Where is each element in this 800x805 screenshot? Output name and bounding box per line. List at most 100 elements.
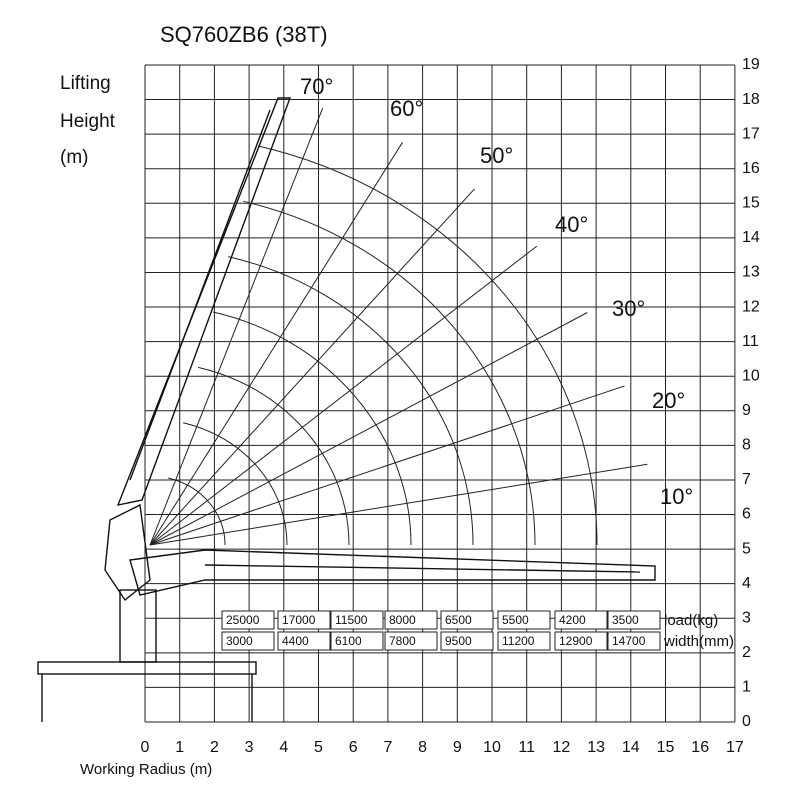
crane-base	[37, 661, 257, 675]
y-tick-label: 14	[742, 229, 760, 246]
y-tick-label: 0	[742, 713, 751, 730]
table-value: 4400	[282, 634, 309, 648]
x-tick-label: 13	[587, 739, 605, 756]
y-tick-label: 11	[742, 333, 759, 350]
x-tick-label: 15	[657, 739, 675, 756]
y-axis-label: (m)	[60, 147, 88, 168]
radial-line	[149, 142, 403, 546]
angle-label: 70°	[300, 74, 333, 99]
radial-line	[149, 312, 588, 546]
y-tick-label: 12	[742, 298, 760, 315]
table-value: 11200	[502, 634, 535, 648]
table-value: 9500	[445, 634, 472, 648]
y-tick-label: 10	[742, 367, 760, 384]
table-cell	[440, 631, 494, 651]
y-tick-label: 18	[742, 91, 760, 108]
radial-line	[149, 245, 538, 546]
x-tick-label: 6	[349, 739, 358, 756]
table-cell	[554, 631, 608, 651]
x-tick-label: 9	[453, 739, 462, 756]
range-arc	[198, 366, 350, 546]
boom-vertical	[116, 97, 292, 506]
table-cell	[497, 610, 551, 630]
table-value: 3000	[226, 634, 253, 648]
x-tick-label: 11	[518, 739, 535, 756]
x-tick-label: 17	[726, 739, 744, 756]
range-arc	[258, 145, 598, 546]
table-cell	[440, 610, 494, 630]
range-arc	[213, 311, 412, 546]
angle-label: 10°	[660, 484, 693, 509]
range-arc	[243, 200, 536, 546]
radial-line	[149, 188, 475, 546]
boom-section	[129, 109, 271, 481]
table-cell	[330, 610, 384, 630]
table-value: 6500	[445, 613, 472, 627]
load-table: 25000 17000 11500 8000 6500 5500 4200 3500 load(…	[221, 610, 734, 651]
table-value: 6100	[335, 634, 362, 648]
boom-horizontal	[129, 549, 656, 596]
x-tick-label: 14	[622, 739, 640, 756]
labels: 0 1 2 3 4 5 6 7 8 9 10 11 12 13 14 15 16 1701234567891011…	[141, 56, 760, 756]
angle-label: 20°	[652, 388, 685, 413]
table-cell	[330, 631, 384, 651]
working-range	[149, 107, 648, 546]
x-tick-label: 0	[141, 739, 150, 756]
radial-line	[149, 107, 324, 546]
crane-drawing	[37, 97, 656, 722]
y-tick-label: 9	[742, 402, 751, 419]
y-tick-label: 17	[742, 125, 760, 142]
table-value: 5500	[502, 613, 529, 627]
y-tick-label: 2	[742, 644, 751, 661]
table-row-label: width(mm)	[663, 633, 734, 650]
x-tick-label: 16	[691, 739, 709, 756]
crane-knuckle	[104, 503, 151, 602]
table-value: 4200	[559, 613, 586, 627]
x-tick-label: 7	[383, 739, 392, 756]
angle-label: 50°	[480, 143, 513, 168]
x-tick-label: 1	[175, 739, 184, 756]
range-arc	[183, 422, 288, 546]
x-tick-label: 3	[245, 739, 254, 756]
table-cell	[277, 610, 331, 630]
y-tick-label: 1	[742, 679, 751, 696]
table-cell	[607, 610, 661, 630]
y-axis-label: Lifting	[60, 73, 111, 94]
table-value: 3500	[612, 613, 639, 627]
radial-line	[149, 463, 648, 546]
range-arc	[168, 477, 226, 546]
table-cell	[497, 631, 551, 651]
table-value: 7800	[389, 634, 416, 648]
angle-label: 60°	[390, 96, 423, 121]
table-value: 8000	[389, 613, 416, 627]
y-tick-label: 16	[742, 160, 760, 177]
table-row-label: load(kg)	[664, 612, 718, 629]
table-cell	[384, 610, 438, 630]
angle-label: 30°	[612, 296, 645, 321]
y-tick-label: 19	[742, 56, 760, 73]
table-cell	[384, 631, 438, 651]
x-tick-label: 2	[210, 739, 219, 756]
x-tick-label: 8	[418, 739, 427, 756]
y-tick-label: 5	[742, 540, 751, 557]
y-tick-label: 8	[742, 437, 751, 454]
radial-line	[149, 385, 625, 546]
y-tick-label: 7	[742, 471, 751, 488]
x-tick-label: 12	[553, 739, 571, 756]
table-cell	[554, 610, 608, 630]
x-tick-label: 4	[279, 739, 288, 756]
y-tick-label: 6	[742, 506, 751, 523]
table-value: 14700	[612, 634, 646, 648]
y-tick-label: 4	[742, 575, 751, 592]
table-cell	[607, 631, 661, 651]
boom-section	[204, 564, 641, 573]
y-tick-label: 13	[742, 264, 760, 281]
table-cell	[277, 631, 331, 651]
table-value: 25000	[226, 613, 260, 627]
table-cell	[221, 610, 275, 630]
table-value: 12900	[559, 634, 593, 648]
range-arc	[228, 256, 474, 546]
y-axis-label: Height	[60, 111, 116, 132]
angle-label: 40°	[555, 212, 588, 237]
